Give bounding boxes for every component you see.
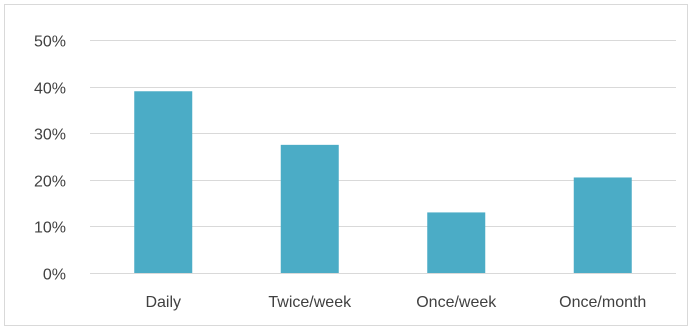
y-tick-label: 10% [34, 220, 66, 237]
y-axis-tick-labels: 0% 10% 20% 30% 40% 50% [34, 34, 66, 284]
x-tick-label: Daily [145, 294, 181, 311]
bar-once-week [427, 212, 486, 273]
x-tick-label: Once/week [416, 294, 497, 311]
x-axis-tick-labels: Daily Twice/week Once/week Once/month [145, 294, 646, 311]
bar-twice-week [280, 144, 339, 273]
y-tick-label: 20% [34, 174, 66, 191]
y-tick-label: 40% [34, 81, 66, 98]
y-tick-label: 0% [43, 267, 66, 284]
bars [134, 91, 632, 273]
y-tick-label: 30% [34, 127, 66, 144]
bar-daily [134, 91, 193, 273]
x-tick-label: Once/month [559, 294, 646, 311]
x-tick-label: Twice/week [268, 294, 352, 311]
y-tick-label: 50% [34, 34, 66, 51]
bar-once-month [573, 177, 632, 273]
